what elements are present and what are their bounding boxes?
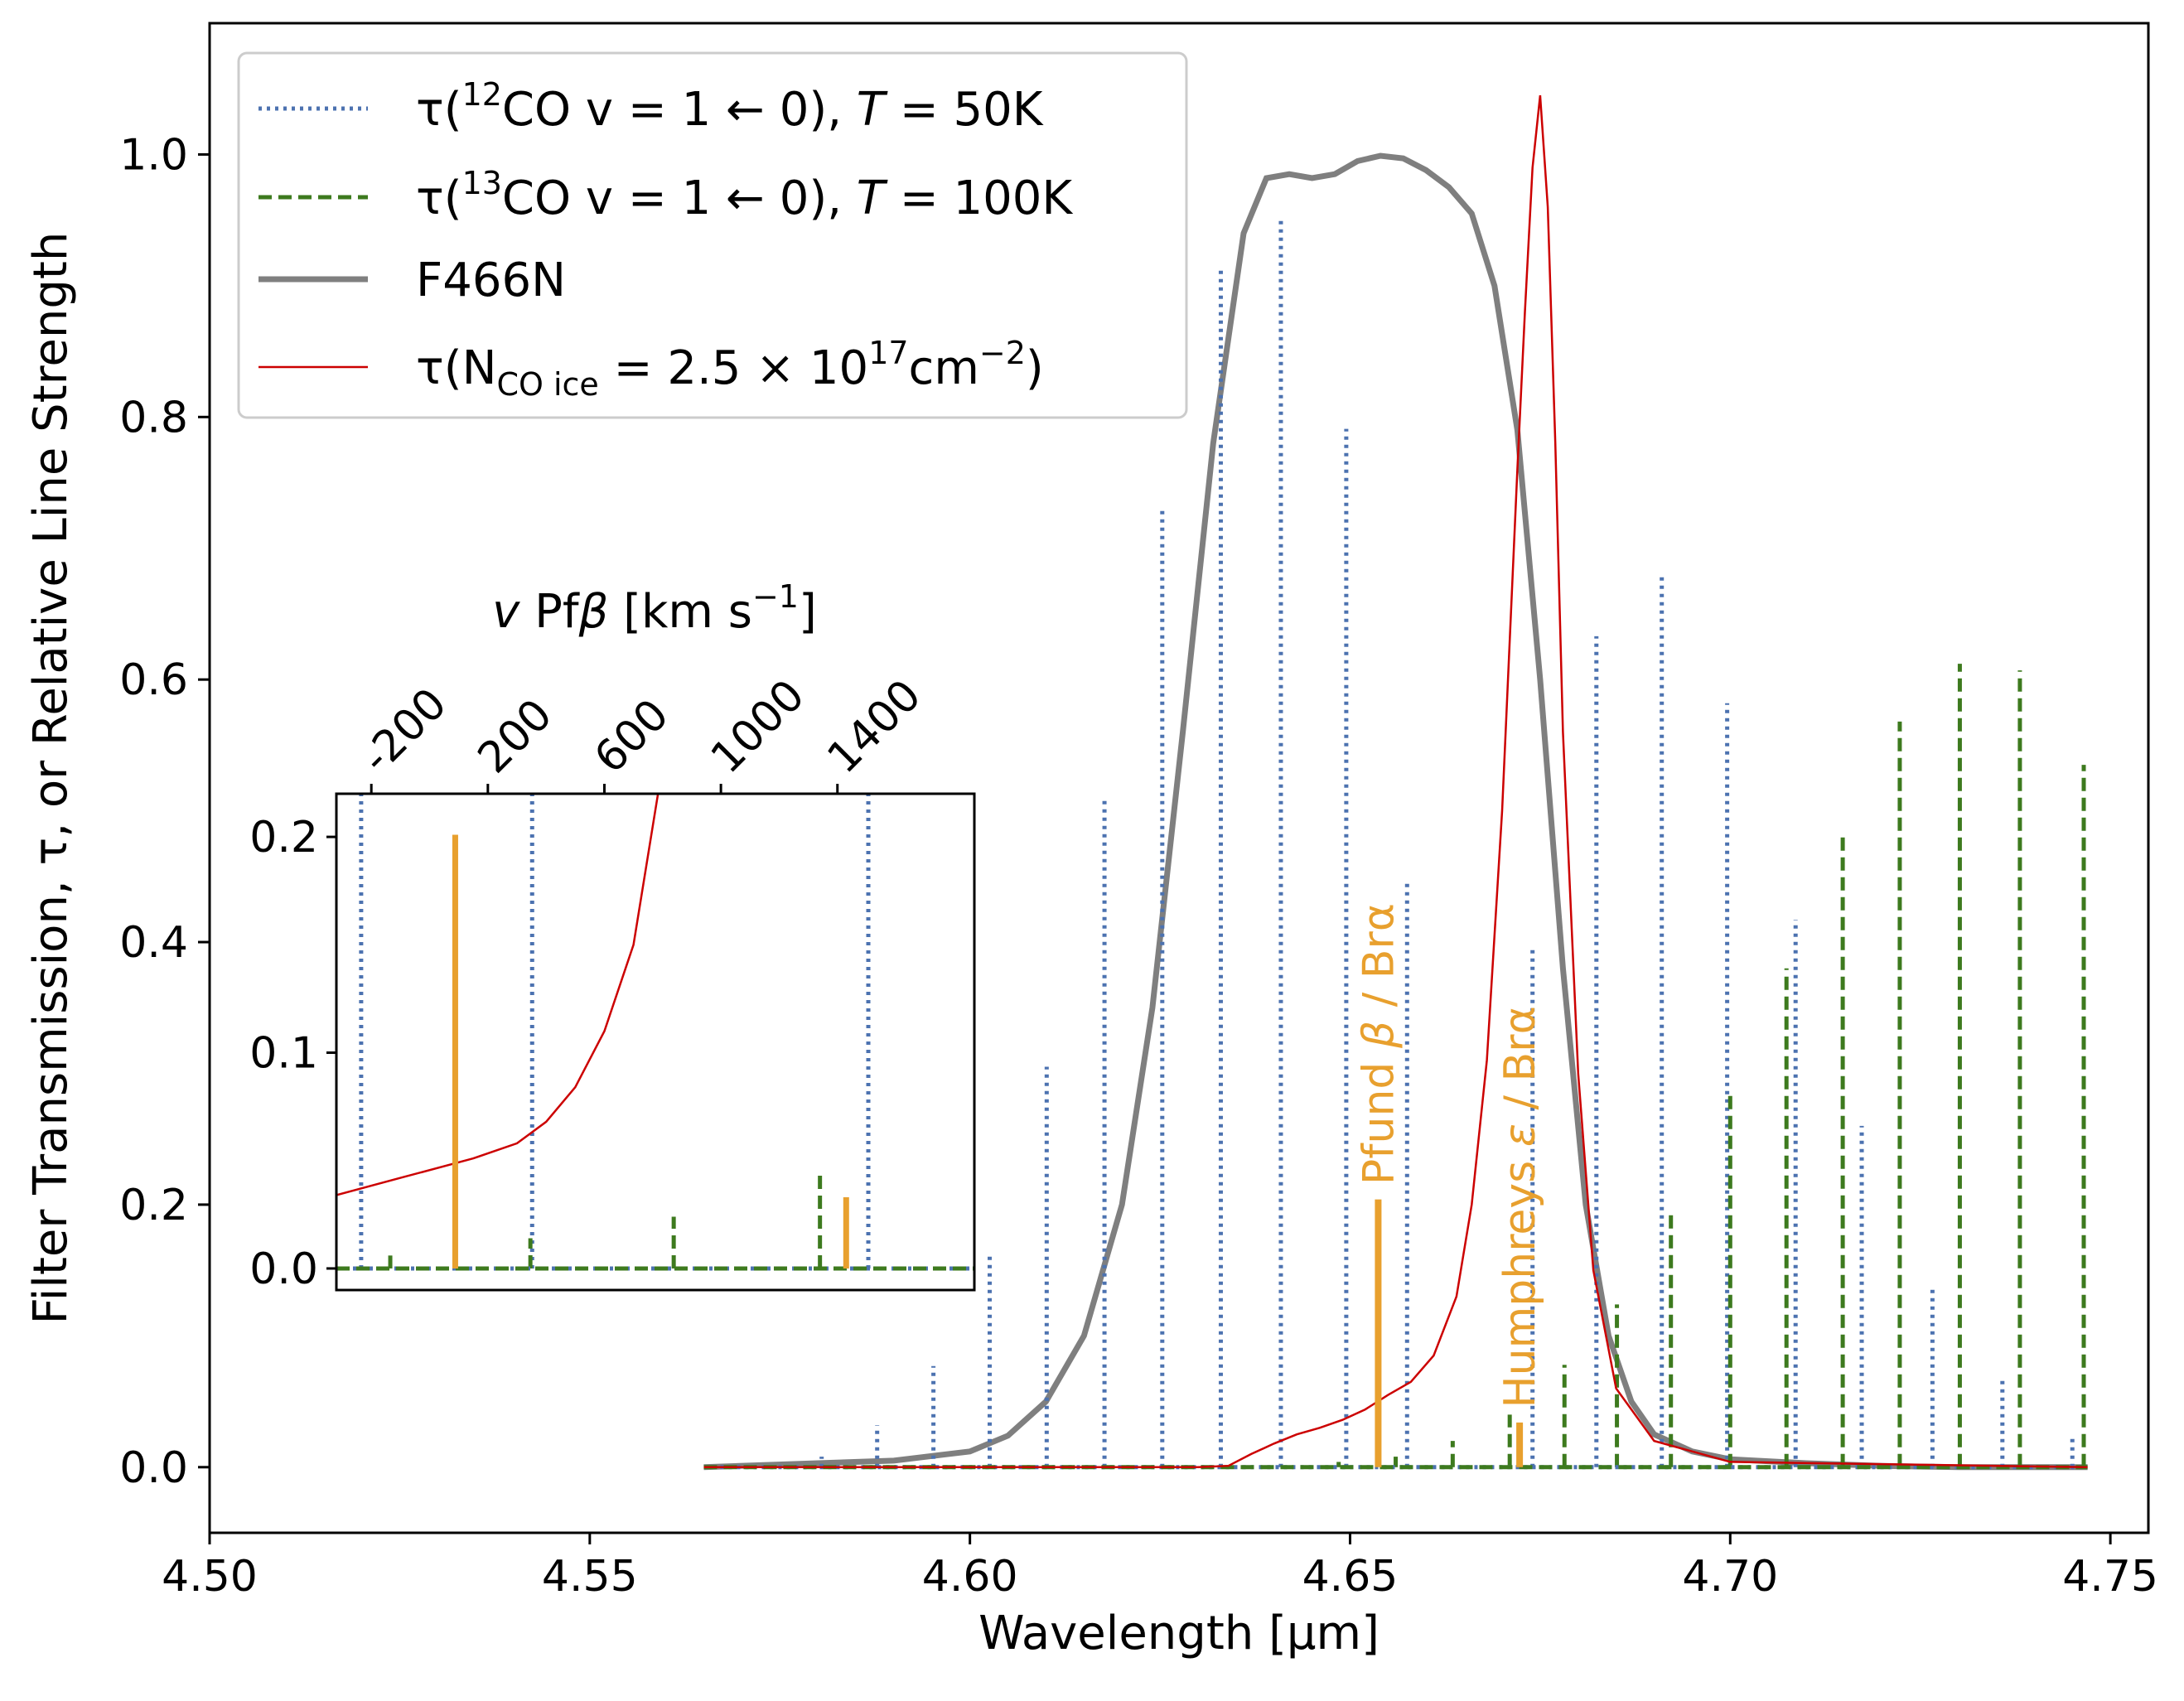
legend-label-ice: τ(NCO ice = 2.5 × 1017cm−2) [416, 335, 1044, 403]
x-tick-label: 4.70 [1682, 1552, 1778, 1602]
y-tick-label: 1.0 [119, 130, 188, 180]
x-tick-label: 4.75 [2062, 1552, 2158, 1602]
inset-x-tick-label: 200 [469, 690, 563, 784]
y-tick-label: 0.2 [119, 1181, 188, 1230]
legend-tau: τ(N [416, 341, 496, 395]
inset-x-tick-label: 600 [585, 690, 679, 784]
h-line-label-1: Humphreys ε / Brα [1495, 1006, 1545, 1408]
line-label-greek: β [1354, 1021, 1404, 1049]
line-label-name: Humphreys [1495, 1147, 1545, 1408]
x-axis-label: Wavelength [μm] [978, 1607, 1379, 1660]
inset-y-tick-label: 0.1 [249, 1029, 318, 1079]
legend-label-co13: τ(13CO v = 1 ← 0), T = 100K [416, 165, 1073, 225]
x-tick-label: 4.50 [162, 1552, 258, 1602]
legend-isotope: 13 [462, 165, 502, 201]
inset-y-tick-label: 0.0 [249, 1244, 318, 1294]
inset-background [336, 794, 974, 1290]
inset-xlabel-sup: −1 [752, 578, 799, 615]
inset-x-tick-label: 1000 [702, 670, 814, 783]
legend-label-co12: τ(12CO v = 1 ← 0), T = 50K [416, 76, 1044, 137]
y-axis-label: Filter Transmission, τ, or Relative Line… [24, 232, 78, 1325]
legend-tau: τ( [416, 83, 462, 137]
inset-x-tick-label: 1400 [819, 670, 931, 783]
plot-frame [208, 22, 2150, 1534]
legend-temp-value: = 50K [885, 83, 1044, 137]
y-tick-label: 0.8 [119, 393, 188, 442]
y-tick-label: 0.6 [119, 655, 188, 705]
legend-sub: CO ice [496, 366, 598, 403]
inset-y-tick-label: 0.2 [249, 813, 318, 863]
series-co-ice-line [703, 94, 2088, 1469]
inset-xlabel-greek: β [578, 585, 609, 639]
legend-transition: CO v = 1 ← 0), [502, 83, 857, 137]
legend-transition: CO v = 1 ← 0), [502, 172, 857, 225]
legend-temp-value: = 100K [885, 172, 1073, 225]
legend-temp-var: T [857, 172, 888, 225]
inset-xlabel-unit: [km s [608, 585, 752, 639]
line-label-greek: ε [1495, 1124, 1545, 1147]
legend-box [237, 51, 1188, 419]
inset-data [336, 794, 974, 1271]
h-line-label-0: Pfund β / Brα [1354, 903, 1404, 1185]
x-tick-label: 4.65 [1302, 1552, 1399, 1602]
y-tick-label: 0.0 [119, 1443, 188, 1493]
legend-end: ) [1026, 341, 1044, 395]
inset-x-tick-label: -200 [352, 679, 457, 783]
legend-unit: cm [909, 341, 979, 395]
legend-tau: τ( [416, 172, 462, 225]
line-label-suffix: / Brα [1354, 903, 1404, 1021]
legend-isotope: 12 [462, 76, 502, 113]
inset-xlabel-mid: Pf [519, 585, 580, 639]
legend-exp: 17 [868, 335, 908, 371]
legend-label-filter: F466N [416, 254, 566, 307]
legend-temp-var: T [857, 83, 888, 137]
inset-x-axis-label: v Pfβ [km s−1] [492, 578, 817, 639]
x-tick-label: 4.60 [922, 1552, 1018, 1602]
series-f466n-line [703, 152, 2088, 1471]
legend-unit-exp: −2 [979, 335, 1026, 371]
legend-value: = 2.5 × 10 [599, 341, 868, 395]
inset-xlabel-var: v [492, 585, 520, 639]
inset-frame [335, 792, 976, 1292]
y-tick-label: 0.4 [119, 918, 188, 968]
line-label-suffix: / Brα [1495, 1006, 1545, 1124]
line-label-name: Pfund [1354, 1048, 1404, 1185]
x-tick-label: 4.55 [542, 1552, 638, 1602]
inset-xlabel-end: ] [799, 585, 817, 639]
inset-co-ice-line [336, 794, 660, 1196]
